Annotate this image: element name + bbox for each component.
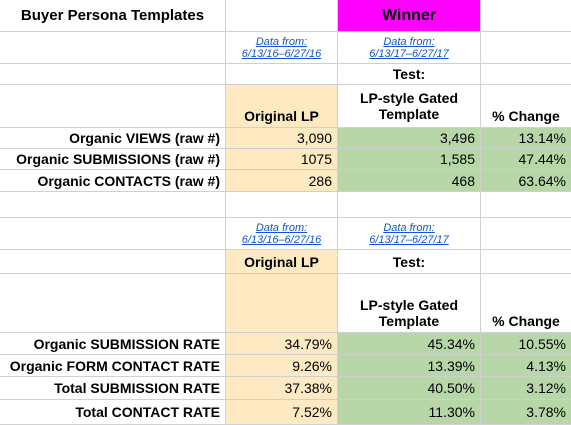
data-from-test-cell[interactable]: Data from: 6/13/17–6/27/17 bbox=[338, 218, 481, 250]
row-label[interactable]: Organic VIEWS (raw #) bbox=[0, 128, 226, 149]
table-row: Organic SUBMISSIONS (raw #) 1075 1,585 4… bbox=[0, 149, 571, 170]
cell-empty[interactable] bbox=[338, 192, 481, 218]
cell-empty[interactable] bbox=[0, 250, 226, 274]
row-label[interactable]: Organic FORM CONTACT RATE bbox=[0, 355, 226, 377]
cell-empty[interactable] bbox=[0, 64, 226, 85]
cell-empty[interactable] bbox=[226, 274, 338, 333]
header-test-line1: LP-style Gated bbox=[359, 90, 459, 106]
test-value[interactable]: 1,585 bbox=[338, 149, 481, 170]
row-label[interactable]: Organic SUBMISSION RATE bbox=[0, 333, 226, 355]
data-from-test-range[interactable]: 6/13/17–6/27/17 bbox=[369, 47, 449, 60]
table-row: Total CONTACT RATE 7.52% 11.30% 3.78% bbox=[0, 400, 571, 425]
data-from-test-link[interactable]: Data from: bbox=[383, 221, 435, 234]
header-original-lp[interactable]: Original LP bbox=[226, 250, 338, 274]
row-headers: Original LP LP-style Gated Template % Cha… bbox=[0, 85, 571, 128]
cell-empty[interactable] bbox=[226, 192, 338, 218]
change-value[interactable]: 10.55% bbox=[481, 333, 571, 355]
change-value[interactable]: 13.14% bbox=[481, 128, 571, 149]
cell-empty[interactable] bbox=[226, 64, 338, 85]
header-test-template[interactable]: LP-style Gated Template bbox=[338, 85, 481, 128]
cell-empty[interactable] bbox=[481, 64, 571, 85]
test-label[interactable]: Test: bbox=[338, 64, 481, 85]
cell-empty[interactable] bbox=[481, 218, 571, 250]
data-from-original-range[interactable]: 6/13/16–6/27/16 bbox=[241, 47, 322, 60]
table-row: Organic SUBMISSION RATE 34.79% 45.34% 10… bbox=[0, 333, 571, 355]
row-label[interactable]: Total SUBMISSION RATE bbox=[0, 377, 226, 400]
row-data-from-2: Data from: 6/13/16–6/27/16 Data from: 6/… bbox=[0, 218, 571, 250]
winner-badge[interactable]: Winner bbox=[338, 0, 481, 32]
table-row: Organic FORM CONTACT RATE 9.26% 13.39% 4… bbox=[0, 355, 571, 377]
row-label[interactable]: Organic SUBMISSIONS (raw #) bbox=[0, 149, 226, 170]
change-value[interactable]: 3.12% bbox=[481, 377, 571, 400]
original-value[interactable]: 7.52% bbox=[226, 400, 338, 425]
cell-empty[interactable] bbox=[481, 250, 571, 274]
test-label[interactable]: Test: bbox=[338, 250, 481, 274]
header-test-template[interactable]: LP-style Gated Template bbox=[338, 274, 481, 333]
row-label[interactable]: Organic CONTACTS (raw #) bbox=[0, 170, 226, 192]
test-value[interactable]: 40.50% bbox=[338, 377, 481, 400]
data-from-test-range[interactable]: 6/13/17–6/27/17 bbox=[369, 233, 449, 246]
change-value[interactable]: 63.64% bbox=[481, 170, 571, 192]
cell-empty[interactable] bbox=[226, 0, 338, 32]
table-row: Organic VIEWS (raw #) 3,090 3,496 13.14% bbox=[0, 128, 571, 149]
data-from-test-link[interactable]: Data from: bbox=[383, 35, 435, 48]
data-from-test-cell[interactable]: Data from: 6/13/17–6/27/17 bbox=[338, 32, 481, 64]
test-value[interactable]: 468 bbox=[338, 170, 481, 192]
row-blank bbox=[0, 192, 571, 218]
row-data-from: Data from: 6/13/16–6/27/16 Data from: 6/… bbox=[0, 32, 571, 64]
header-test-line2: Template bbox=[378, 106, 440, 122]
cell-empty[interactable] bbox=[481, 0, 571, 32]
original-value[interactable]: 1075 bbox=[226, 149, 338, 170]
data-from-original-range[interactable]: 6/13/16–6/27/16 bbox=[241, 233, 322, 246]
cell-empty[interactable] bbox=[0, 218, 226, 250]
row-test-label: Test: bbox=[0, 64, 571, 85]
original-value[interactable]: 37.38% bbox=[226, 377, 338, 400]
row-headers-2: LP-style Gated Template % Change bbox=[0, 274, 571, 333]
table-row: Total SUBMISSION RATE 37.38% 40.50% 3.12… bbox=[0, 377, 571, 400]
header-test-line1: LP-style Gated bbox=[359, 297, 459, 313]
cell-empty[interactable] bbox=[481, 192, 571, 218]
header-percent-change[interactable]: % Change bbox=[481, 85, 571, 128]
data-from-original-link[interactable]: Data from: bbox=[255, 35, 308, 48]
change-value[interactable]: 3.78% bbox=[481, 400, 571, 425]
cell-empty[interactable] bbox=[481, 32, 571, 64]
data-from-original-cell[interactable]: Data from: 6/13/16–6/27/16 bbox=[226, 218, 338, 250]
header-test-line2: Template bbox=[378, 313, 440, 329]
cell-empty[interactable] bbox=[0, 192, 226, 218]
cell-empty[interactable] bbox=[0, 274, 226, 333]
test-value[interactable]: 13.39% bbox=[338, 355, 481, 377]
test-value[interactable]: 11.30% bbox=[338, 400, 481, 425]
data-from-original-cell[interactable]: Data from: 6/13/16–6/27/16 bbox=[226, 32, 338, 64]
header-original-lp[interactable]: Original LP bbox=[226, 85, 338, 128]
test-value[interactable]: 45.34% bbox=[338, 333, 481, 355]
sheet-title[interactable]: Buyer Persona Templates bbox=[0, 0, 226, 32]
header-percent-change[interactable]: % Change bbox=[481, 274, 571, 333]
original-value[interactable]: 34.79% bbox=[226, 333, 338, 355]
cell-empty[interactable] bbox=[0, 32, 226, 64]
row-title: Buyer Persona Templates Winner bbox=[0, 0, 571, 32]
row-label[interactable]: Total CONTACT RATE bbox=[0, 400, 226, 425]
original-value[interactable]: 3,090 bbox=[226, 128, 338, 149]
original-value[interactable]: 286 bbox=[226, 170, 338, 192]
cell-empty[interactable] bbox=[0, 85, 226, 128]
change-value[interactable]: 4.13% bbox=[481, 355, 571, 377]
test-value[interactable]: 3,496 bbox=[338, 128, 481, 149]
original-value[interactable]: 9.26% bbox=[226, 355, 338, 377]
table-row: Organic CONTACTS (raw #) 286 468 63.64% bbox=[0, 170, 571, 192]
change-value[interactable]: 47.44% bbox=[481, 149, 571, 170]
row-labels-2: Original LP Test: bbox=[0, 250, 571, 274]
data-from-original-link[interactable]: Data from: bbox=[255, 221, 308, 234]
